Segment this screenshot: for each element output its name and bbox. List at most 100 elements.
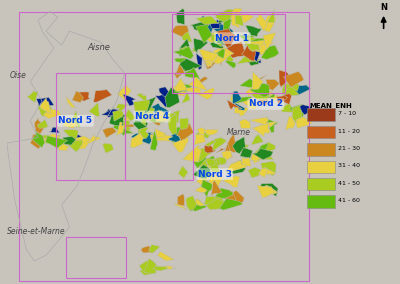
Polygon shape [202,51,218,69]
Polygon shape [45,136,68,148]
Polygon shape [116,104,128,111]
Polygon shape [186,87,201,93]
Polygon shape [284,72,304,87]
Polygon shape [178,166,188,178]
Polygon shape [87,134,100,143]
Polygon shape [295,85,311,95]
Polygon shape [196,53,202,70]
Text: Marne: Marne [226,128,250,137]
Text: 21 - 30: 21 - 30 [338,146,360,151]
Polygon shape [292,105,303,124]
Polygon shape [153,266,168,271]
Bar [307,178,335,190]
Polygon shape [189,200,207,211]
Polygon shape [214,9,233,25]
Polygon shape [250,91,270,100]
Polygon shape [130,133,144,148]
Polygon shape [201,16,213,35]
Polygon shape [174,204,187,210]
Polygon shape [252,72,263,89]
Polygon shape [63,118,78,128]
Polygon shape [218,53,223,66]
Polygon shape [256,13,267,32]
Polygon shape [172,137,188,152]
Polygon shape [206,160,212,172]
Bar [172,14,286,93]
Polygon shape [239,119,251,129]
Polygon shape [258,39,274,51]
Polygon shape [254,153,274,160]
Polygon shape [242,35,263,46]
Polygon shape [172,82,191,96]
Text: Oise: Oise [10,72,27,80]
Polygon shape [223,18,232,37]
Polygon shape [226,60,236,68]
Polygon shape [102,128,117,138]
Polygon shape [38,101,56,116]
Polygon shape [217,157,226,165]
Bar [124,73,193,180]
Polygon shape [282,87,299,97]
Polygon shape [249,56,259,66]
Polygon shape [218,13,229,24]
Polygon shape [233,191,244,204]
Polygon shape [175,82,192,92]
Polygon shape [182,92,190,103]
Polygon shape [203,156,216,170]
Polygon shape [113,125,134,136]
Polygon shape [174,78,188,91]
Text: MEAN_ENH: MEAN_ENH [309,102,352,109]
Polygon shape [123,94,136,106]
Polygon shape [210,39,224,49]
Polygon shape [235,15,244,26]
Bar [307,126,335,138]
Polygon shape [201,180,212,197]
Bar [66,237,126,278]
Polygon shape [174,58,186,62]
Polygon shape [300,105,312,115]
Polygon shape [133,120,148,129]
Polygon shape [234,108,249,116]
Polygon shape [246,86,254,96]
Polygon shape [196,199,205,206]
Polygon shape [116,122,124,135]
Polygon shape [149,114,161,126]
Polygon shape [277,96,288,105]
Polygon shape [125,124,134,127]
Polygon shape [165,87,180,108]
Polygon shape [194,134,206,145]
Polygon shape [204,196,226,205]
Polygon shape [281,103,296,114]
Polygon shape [208,175,223,188]
Polygon shape [225,143,232,158]
Polygon shape [198,87,214,100]
Polygon shape [215,188,233,199]
Polygon shape [186,196,197,210]
Polygon shape [76,92,90,101]
Polygon shape [136,93,146,102]
Polygon shape [131,132,153,144]
Polygon shape [263,185,278,195]
Polygon shape [224,190,236,204]
Polygon shape [215,49,225,59]
Polygon shape [211,46,234,64]
Polygon shape [263,33,276,50]
Polygon shape [150,130,158,151]
Polygon shape [266,80,280,90]
Polygon shape [66,96,76,109]
Polygon shape [216,29,235,48]
Polygon shape [175,85,186,94]
Polygon shape [257,185,274,197]
Polygon shape [205,140,216,147]
Polygon shape [242,44,256,61]
Polygon shape [141,116,146,126]
Polygon shape [248,40,266,51]
Polygon shape [234,13,254,23]
Polygon shape [36,97,54,107]
Bar [18,12,309,281]
Polygon shape [246,25,262,36]
Polygon shape [144,258,156,273]
Polygon shape [172,131,186,143]
Text: Nord 1: Nord 1 [216,34,250,43]
Polygon shape [264,15,276,32]
